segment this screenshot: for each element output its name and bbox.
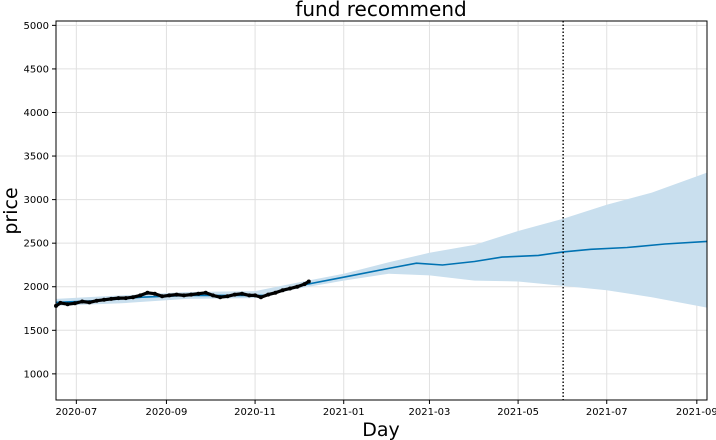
y-tick-label: 4500 — [24, 64, 49, 75]
observed-point — [174, 292, 179, 297]
observed-point — [145, 290, 150, 295]
observed-point — [80, 299, 85, 304]
observed-point — [225, 294, 230, 299]
y-tick-label: 2500 — [24, 239, 49, 250]
plot-frame — [55, 20, 708, 401]
uncertainty-area — [56, 172, 707, 308]
x-tick-label: 2021-07 — [586, 407, 628, 418]
observed-point — [65, 302, 70, 307]
observed-point — [131, 295, 135, 300]
observed-point — [306, 279, 311, 284]
y-tick-label: 1500 — [24, 326, 49, 337]
x-tick-label: 2020-07 — [55, 407, 97, 418]
observed-points — [54, 279, 311, 308]
x-tick-label: 2021-03 — [409, 407, 451, 418]
observed-point — [123, 296, 128, 301]
grid-lines — [56, 21, 707, 400]
x-tick-label: 2020-09 — [146, 407, 188, 418]
observed-point — [109, 296, 114, 301]
observed-point — [210, 293, 215, 298]
y-tick-label: 3000 — [24, 195, 49, 206]
y-axis-ticks: 1000 1500 2000 2500 3000 3500 4000 4500 5000 — [24, 21, 56, 380]
observed-point — [273, 290, 278, 295]
observed-point — [218, 295, 223, 300]
x-axis-ticks: 2020-07 2020-09 2020-11 2021-01 2021-03 2021-… — [55, 400, 716, 418]
y-tick-label: 4000 — [24, 108, 49, 119]
observed-point — [288, 286, 292, 291]
observed-point — [295, 284, 300, 289]
y-tick-label: 2000 — [24, 282, 49, 293]
observed-point — [94, 298, 99, 303]
x-tick-label: 2021-09 — [676, 407, 716, 418]
y-tick-label: 5000 — [24, 21, 49, 32]
observed-point — [87, 300, 92, 305]
observed-point — [258, 295, 263, 300]
observed-point — [58, 300, 63, 305]
x-tick-label: 2020-11 — [234, 407, 276, 418]
y-axis-label: price — [0, 187, 22, 234]
observed-point — [102, 297, 106, 302]
x-tick-label: 2021-05 — [497, 407, 539, 418]
observed-point — [138, 293, 143, 298]
observed-point — [253, 293, 258, 298]
observed-point — [203, 290, 208, 295]
y-tick-label: 3500 — [24, 152, 49, 163]
x-tick-label: 2021-01 — [323, 407, 365, 418]
observed-point — [302, 282, 307, 287]
observed-point — [160, 294, 165, 299]
observed-point — [152, 291, 157, 296]
observed-point — [196, 291, 201, 296]
uncertainty-band — [56, 172, 707, 308]
observed-point — [181, 293, 186, 298]
y-tick-label: 1000 — [24, 369, 49, 380]
chart-title: fund recommend — [295, 0, 466, 21]
observed-point — [266, 292, 271, 297]
observed-point — [72, 301, 77, 306]
x-axis-label: Day — [362, 419, 400, 440]
observed-point — [247, 293, 252, 298]
observed-point — [189, 292, 194, 297]
observed-point — [280, 288, 285, 293]
observed-point — [240, 291, 244, 296]
observed-point — [232, 292, 237, 297]
observed-point — [116, 296, 121, 301]
observed-point — [167, 293, 172, 298]
